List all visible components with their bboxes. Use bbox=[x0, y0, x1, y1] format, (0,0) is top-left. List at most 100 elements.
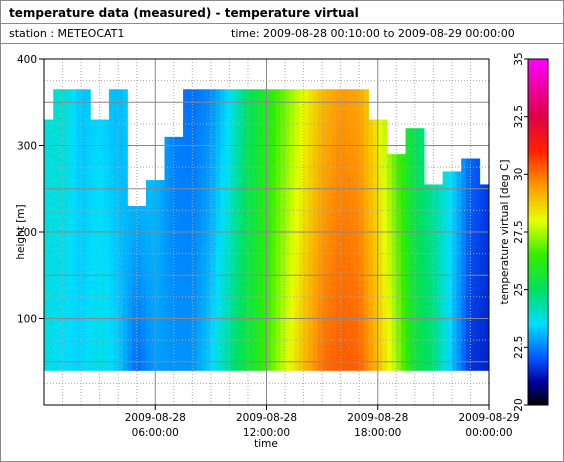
heatmap-cell bbox=[215, 335, 221, 344]
heatmap-cell bbox=[192, 349, 198, 357]
heatmap-cell bbox=[414, 148, 420, 157]
heatmap-cell bbox=[206, 308, 212, 316]
heatmap-cell bbox=[164, 280, 170, 288]
heatmap-cell bbox=[210, 107, 216, 115]
heatmap-cell bbox=[90, 135, 96, 143]
heatmap-cell bbox=[201, 342, 207, 351]
heatmap-cell bbox=[169, 294, 175, 302]
heatmap-cell bbox=[150, 259, 156, 267]
heatmap-cell bbox=[414, 218, 420, 226]
heatmap-cell bbox=[85, 238, 91, 247]
heatmap-cell bbox=[294, 155, 300, 164]
heatmap-cell bbox=[349, 128, 355, 136]
heatmap-cell bbox=[433, 273, 439, 281]
heatmap-cell bbox=[44, 225, 50, 233]
heatmap-cell bbox=[428, 190, 434, 198]
heatmap-cell bbox=[150, 273, 156, 281]
heatmap-cell bbox=[252, 169, 258, 178]
heatmap-cell bbox=[183, 321, 189, 330]
heatmap-cell bbox=[136, 259, 142, 267]
heatmap-cell bbox=[345, 280, 351, 288]
heatmap-cell bbox=[252, 363, 258, 371]
heatmap-cell bbox=[252, 294, 258, 302]
heatmap-cell bbox=[391, 356, 397, 364]
heatmap-cell bbox=[164, 266, 170, 274]
heatmap-cell bbox=[349, 197, 355, 205]
heatmap-cell bbox=[442, 171, 448, 178]
heatmap-cell bbox=[53, 301, 59, 309]
heatmap-cell bbox=[266, 225, 272, 233]
heatmap-cell bbox=[71, 128, 77, 136]
heatmap-cell bbox=[108, 148, 114, 157]
heatmap-cell bbox=[280, 273, 286, 281]
heatmap-cell bbox=[196, 114, 203, 122]
heatmap-cell bbox=[336, 301, 342, 309]
heatmap-cell bbox=[447, 204, 453, 212]
heatmap-cell bbox=[136, 266, 142, 274]
heatmap-cell bbox=[224, 349, 230, 357]
heatmap-cell bbox=[108, 335, 114, 344]
heatmap-cell bbox=[224, 287, 230, 295]
heatmap-cell bbox=[99, 356, 105, 364]
heatmap-cell bbox=[53, 342, 59, 351]
heatmap-cell bbox=[433, 238, 439, 247]
heatmap-cell bbox=[136, 287, 142, 295]
heatmap-cell bbox=[136, 211, 142, 219]
heatmap-cell bbox=[308, 89, 314, 94]
heatmap-cell bbox=[280, 335, 286, 344]
heatmap-cell bbox=[349, 252, 355, 261]
heatmap-cell bbox=[349, 169, 355, 178]
heatmap-cell bbox=[192, 100, 198, 108]
heatmap-cell bbox=[345, 273, 351, 281]
heatmap-cell bbox=[247, 190, 253, 198]
heatmap-cell bbox=[94, 252, 101, 261]
heatmap-cell bbox=[400, 294, 406, 302]
heatmap-cell bbox=[67, 169, 73, 178]
heatmap-cell bbox=[67, 356, 73, 364]
heatmap-cell bbox=[479, 328, 485, 337]
heatmap-cell bbox=[127, 363, 133, 371]
heatmap-cell bbox=[475, 183, 481, 191]
heatmap-cell bbox=[132, 342, 138, 351]
heatmap-cell bbox=[303, 259, 309, 267]
heatmap-cell bbox=[303, 225, 309, 233]
heatmap-cell bbox=[326, 197, 332, 205]
heatmap-cell bbox=[331, 238, 337, 247]
heatmap-cell bbox=[475, 328, 481, 337]
heatmap-cell bbox=[387, 183, 393, 191]
heatmap-cell bbox=[280, 363, 286, 371]
heatmap-cell bbox=[298, 308, 304, 316]
heatmap-cell bbox=[67, 197, 73, 205]
heatmap-cell bbox=[196, 232, 203, 240]
heatmap-cell bbox=[294, 259, 300, 267]
heatmap-cell bbox=[303, 183, 309, 191]
heatmap-cell bbox=[322, 107, 328, 115]
heatmap-cell bbox=[261, 128, 267, 136]
heatmap-cell bbox=[155, 321, 161, 330]
heatmap-cell bbox=[345, 155, 351, 164]
heatmap-cell bbox=[53, 155, 59, 164]
heatmap-cell bbox=[99, 225, 105, 233]
heatmap-cell bbox=[322, 114, 328, 122]
heatmap-cell bbox=[243, 204, 249, 212]
heatmap-cell bbox=[145, 190, 152, 198]
heatmap-cell bbox=[169, 301, 175, 309]
heatmap-cell bbox=[400, 155, 406, 164]
heatmap-cell bbox=[428, 287, 434, 295]
heatmap-cell bbox=[224, 169, 230, 178]
heatmap-cell bbox=[414, 349, 420, 357]
heatmap-cell bbox=[465, 169, 471, 178]
heatmap-cell bbox=[178, 287, 184, 295]
heatmap-cell bbox=[243, 238, 249, 247]
heatmap-cell bbox=[90, 190, 96, 198]
heatmap-cell bbox=[247, 100, 253, 108]
heatmap-cell bbox=[433, 335, 439, 344]
heatmap-cell bbox=[173, 252, 179, 261]
heatmap-cell bbox=[183, 176, 189, 184]
heatmap-cell bbox=[206, 218, 212, 226]
heatmap-cell bbox=[113, 148, 119, 157]
heatmap-cell bbox=[108, 204, 114, 212]
heatmap-cell bbox=[391, 238, 397, 247]
heatmap-cell bbox=[71, 287, 77, 295]
heatmap-cell bbox=[266, 266, 272, 274]
